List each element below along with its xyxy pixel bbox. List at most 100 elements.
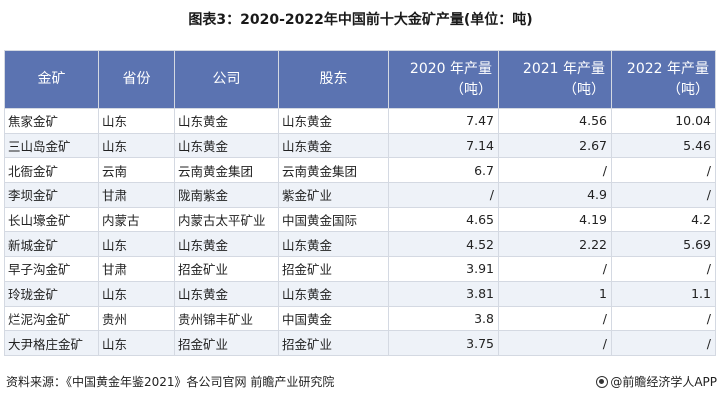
cell-output-2021: / (498, 256, 612, 282)
cell-province: 山东 (98, 280, 175, 307)
cell-output-2020: 3.81 (388, 280, 499, 307)
cell-province: 内蒙古 (98, 206, 175, 233)
cell-output-2020: 7.14 (388, 132, 499, 159)
column-header-output-2022: 2022 年产量 （吨） (611, 50, 716, 109)
cell-company: 山东黄金 (174, 132, 279, 159)
cell-output-2021: / (498, 330, 612, 356)
cell-output-2020: 3.8 (388, 305, 499, 332)
column-header-province: 省份 (98, 50, 175, 109)
cell-shareholder: 中国黄金 (278, 305, 389, 332)
column-header-label: 公司 (212, 71, 241, 87)
cell-output-2022: 1.1 (611, 280, 716, 307)
cell-output-2022: / (611, 330, 716, 356)
column-header-label: 2022 年产量 (626, 60, 709, 77)
table-row: 新城金矿 山东 山东黄金 山东黄金 4.52 2.22 5.69 (4, 231, 716, 258)
cell-province: 山东 (98, 330, 175, 356)
table-row: 烂泥沟金矿 贵州 贵州锦丰矿业 中国黄金 3.8// (4, 305, 716, 332)
cell-company: 山东黄金 (174, 231, 279, 258)
page-title: 图表3：2020-2022年中国前十大金矿产量(单位：吨) (188, 12, 533, 28)
cell-output-2021: 4.9 (498, 182, 612, 208)
table-row: 长山壕金矿 内蒙古 内蒙古太平矿业 中国黄金国际 4.65 4.19 4.2 (4, 206, 716, 233)
cell-output-2022: 5.46 (611, 132, 716, 159)
brand-label: @前瞻经济学人APP (610, 375, 717, 389)
column-header-output-2021: 2021 年产量 （吨） (498, 50, 612, 109)
table-row: 焦家金矿 山东 山东黄金 山东黄金 7.47 4.56 10.04 (4, 108, 716, 134)
cell-province: 贵州 (98, 305, 175, 332)
table-header-row: 金矿 省份 公司 股东 2020 年产量 （吨） 2021 年产量 （吨） 2022 年产量 （吨… (4, 50, 716, 109)
cell-province: 甘肃 (98, 256, 175, 282)
column-header-unit: （吨） (450, 81, 492, 98)
cell-mine: 三山岛金矿 (4, 132, 99, 159)
cell-mine: 北衙金矿 (4, 157, 99, 184)
cell-shareholder: 山东黄金 (278, 132, 389, 159)
cell-shareholder: 招金矿业 (278, 330, 389, 356)
cell-mine: 玲珑金矿 (4, 280, 99, 307)
cell-shareholder: 山东黄金 (278, 280, 389, 307)
cell-output-2020: 3.91 (388, 256, 499, 282)
cell-company: 贵州锦丰矿业 (174, 305, 279, 332)
column-header-label: 股东 (319, 71, 348, 87)
table-row: 早子沟金矿 甘肃 招金矿业 招金矿业 3.91// (4, 256, 716, 282)
column-header-label: 2021 年产量 (522, 60, 605, 77)
cell-shareholder: 招金矿业 (278, 256, 389, 282)
source-note: 资料来源：《中国黄金年鉴2021》各公司官网 前瞻产业研究院 (6, 375, 335, 389)
cell-output-2022: / (611, 157, 716, 184)
cell-company: 招金矿业 (174, 256, 279, 282)
cell-mine: 长山壕金矿 (4, 206, 99, 233)
cell-output-2021: 1 (498, 280, 612, 307)
cell-output-2022: 4.2 (611, 206, 716, 233)
gold-mine-production-table: 金矿 省份 公司 股东 2020 年产量 （吨） 2021 年产量 （吨） 2022 年产量 （吨… (4, 50, 716, 356)
cell-output-2020: 6.7 (388, 157, 499, 184)
table-row: 玲珑金矿 山东 山东黄金 山东黄金 3.81 1 1.1 (4, 280, 716, 307)
column-header-shareholder: 股东 (278, 50, 389, 109)
cell-output-2021: / (498, 157, 612, 184)
cell-output-2021: 2.22 (498, 231, 612, 258)
cell-shareholder: 山东黄金 (278, 108, 389, 134)
cell-mine: 焦家金矿 (4, 108, 99, 134)
cell-output-2020: 4.65 (388, 206, 499, 233)
cell-company: 招金矿业 (174, 330, 279, 356)
cell-output-2021: / (498, 305, 612, 332)
cell-output-2022: / (611, 256, 716, 282)
cell-output-2022: / (611, 182, 716, 208)
table-row: 三山岛金矿 山东 山东黄金 山东黄金 7.14 2.67 5.46 (4, 132, 716, 159)
column-header-mine: 金矿 (4, 50, 99, 109)
cell-output-2021: 4.56 (498, 108, 612, 134)
column-header-output-2020: 2020 年产量 （吨） (388, 50, 499, 109)
cell-province: 山东 (98, 108, 175, 134)
cell-shareholder: 云南黄金集团 (278, 157, 389, 184)
cell-company: 陇南紫金 (174, 182, 279, 208)
cell-output-2021: 2.67 (498, 132, 612, 159)
cell-output-2022: 5.69 (611, 231, 716, 258)
cell-shareholder: 中国黄金国际 (278, 206, 389, 233)
cell-company: 内蒙古太平矿业 (174, 206, 279, 233)
cell-company: 山东黄金 (174, 108, 279, 134)
column-header-label: 省份 (122, 71, 151, 87)
cell-province: 山东 (98, 132, 175, 159)
cell-shareholder: 山东黄金 (278, 231, 389, 258)
footer: 资料来源：《中国黄金年鉴2021》各公司官网 前瞻产业研究院 @前瞻经济学人AP… (0, 371, 721, 393)
cell-company: 山东黄金 (174, 280, 279, 307)
column-header-unit: （吨） (563, 81, 605, 98)
cell-output-2021: 4.19 (498, 206, 612, 233)
cell-province: 云南 (98, 157, 175, 184)
cell-output-2022: 10.04 (611, 108, 716, 134)
cell-output-2020: / (388, 182, 499, 208)
cell-mine: 大尹格庄金矿 (4, 330, 99, 356)
cell-mine: 早子沟金矿 (4, 256, 99, 282)
cell-province: 甘肃 (98, 182, 175, 208)
column-header-company: 公司 (174, 50, 279, 109)
cell-output-2020: 3.75 (388, 330, 499, 356)
cell-shareholder: 紫金矿业 (278, 182, 389, 208)
column-header-label: 2020 年产量 (409, 60, 492, 77)
column-header-unit: （吨） (667, 81, 709, 98)
cell-output-2020: 7.47 (388, 108, 499, 134)
table-body: 焦家金矿 山东 山东黄金 山东黄金 7.47 4.56 10.04 三山岛金矿 山东 山东黄金 山东… (4, 108, 716, 356)
cell-output-2022: / (611, 305, 716, 332)
cell-province: 山东 (98, 231, 175, 258)
cell-mine: 李坝金矿 (4, 182, 99, 208)
cell-company: 云南黄金集团 (174, 157, 279, 184)
cell-mine: 烂泥沟金矿 (4, 305, 99, 332)
brand-credit: @前瞻经济学人APP (596, 373, 717, 390)
column-header-label: 金矿 (37, 71, 66, 87)
